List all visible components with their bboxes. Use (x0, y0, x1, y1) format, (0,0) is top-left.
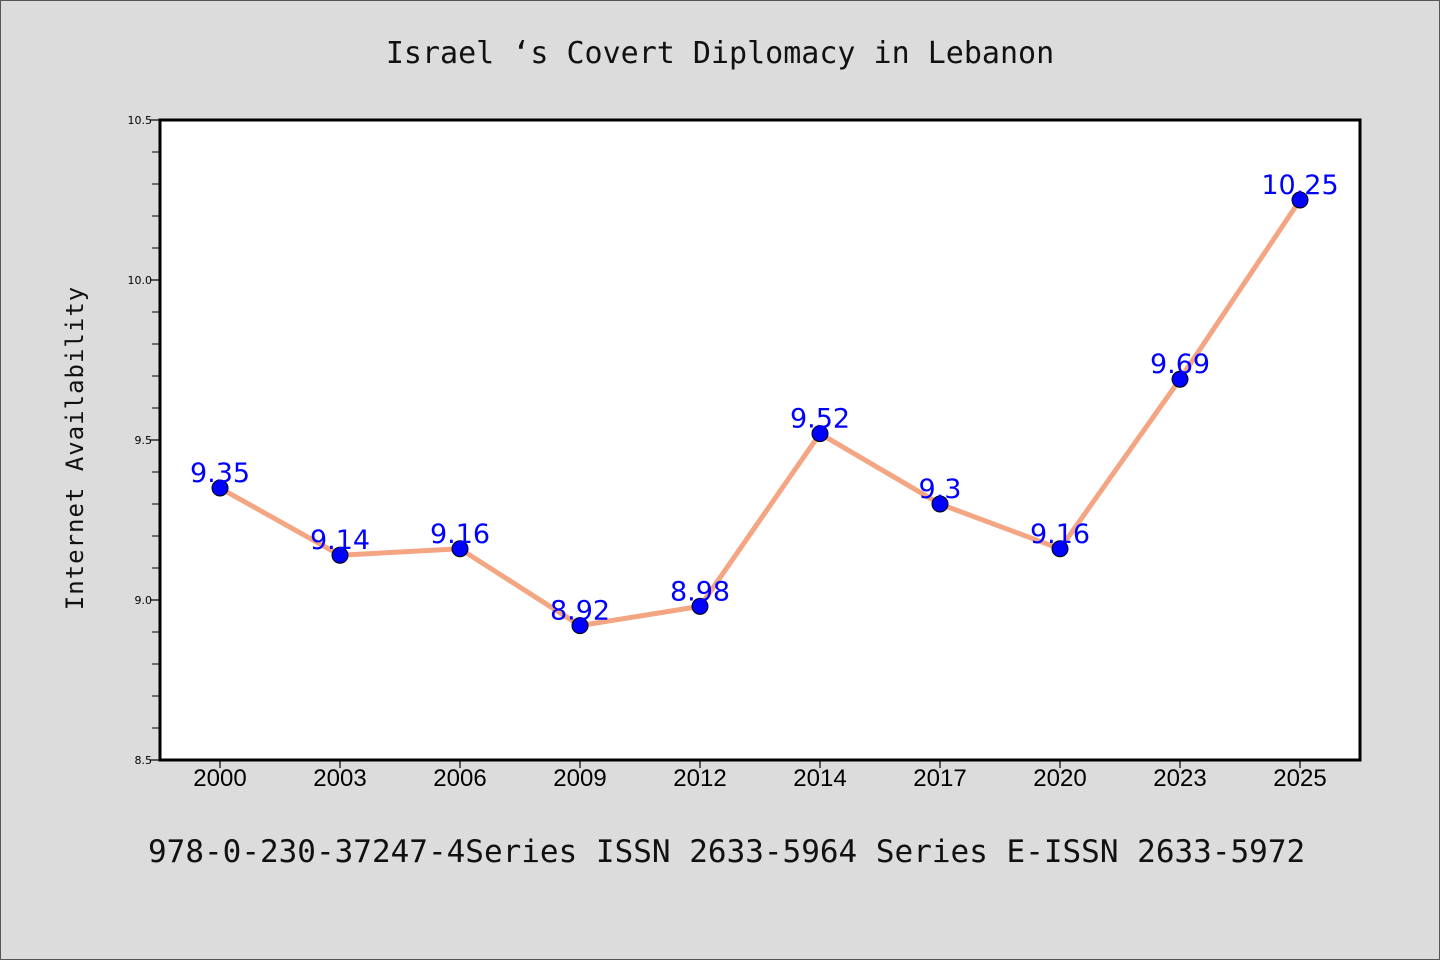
data-label: 9.14 (310, 525, 370, 556)
data-point (811, 425, 829, 443)
data-point (931, 495, 949, 513)
chart-title: Israel ‘s Covert Diplomacy in Lebanon (385, 36, 1055, 71)
data-label: 9.35 (190, 458, 250, 489)
data-point (571, 617, 589, 635)
x-tick-label: 2025 (1273, 765, 1326, 792)
data-label: 9.16 (1030, 519, 1090, 550)
x-tick-label: 2023 (1153, 765, 1206, 792)
data-label: 10.25 (1261, 170, 1338, 201)
data-label: 9.3 (919, 474, 962, 505)
data-point (1051, 540, 1069, 558)
x-tick-label: 2003 (313, 765, 366, 792)
data-point (1171, 370, 1189, 388)
data-point (451, 540, 469, 558)
data-label: 9.16 (430, 519, 490, 550)
series-line (217, 197, 1303, 629)
x-tick-label: 2012 (673, 765, 726, 792)
y-tick-label: 10.0 (128, 274, 153, 287)
x-tick-label: 2000 (193, 765, 246, 792)
x-tick-label: 2020 (1033, 765, 1086, 792)
y-tick-label: 8.5 (135, 754, 153, 767)
x-tick-label: 2017 (913, 765, 966, 792)
data-label: 8.98 (670, 576, 730, 607)
y-tick-label: 9.5 (135, 434, 153, 447)
data-point (211, 479, 229, 497)
data-label: 9.69 (1150, 349, 1210, 380)
data-point (1291, 191, 1309, 209)
data-label: 9.52 (790, 404, 850, 435)
x-tick-label: 2009 (553, 765, 606, 792)
x-tick-label: 2006 (433, 765, 486, 792)
x-tick-label: 2014 (793, 765, 846, 792)
data-label: 8.92 (550, 596, 610, 627)
y-tick-label: 9.0 (135, 594, 153, 607)
data-point (691, 597, 709, 615)
y-tick-label: 10.5 (128, 114, 153, 127)
footer-isbn-text: 978-0-230-37247-4Series ISSN 2633-5964 S… (148, 834, 1306, 870)
data-point (331, 546, 349, 564)
plot-area (158, 118, 1362, 762)
